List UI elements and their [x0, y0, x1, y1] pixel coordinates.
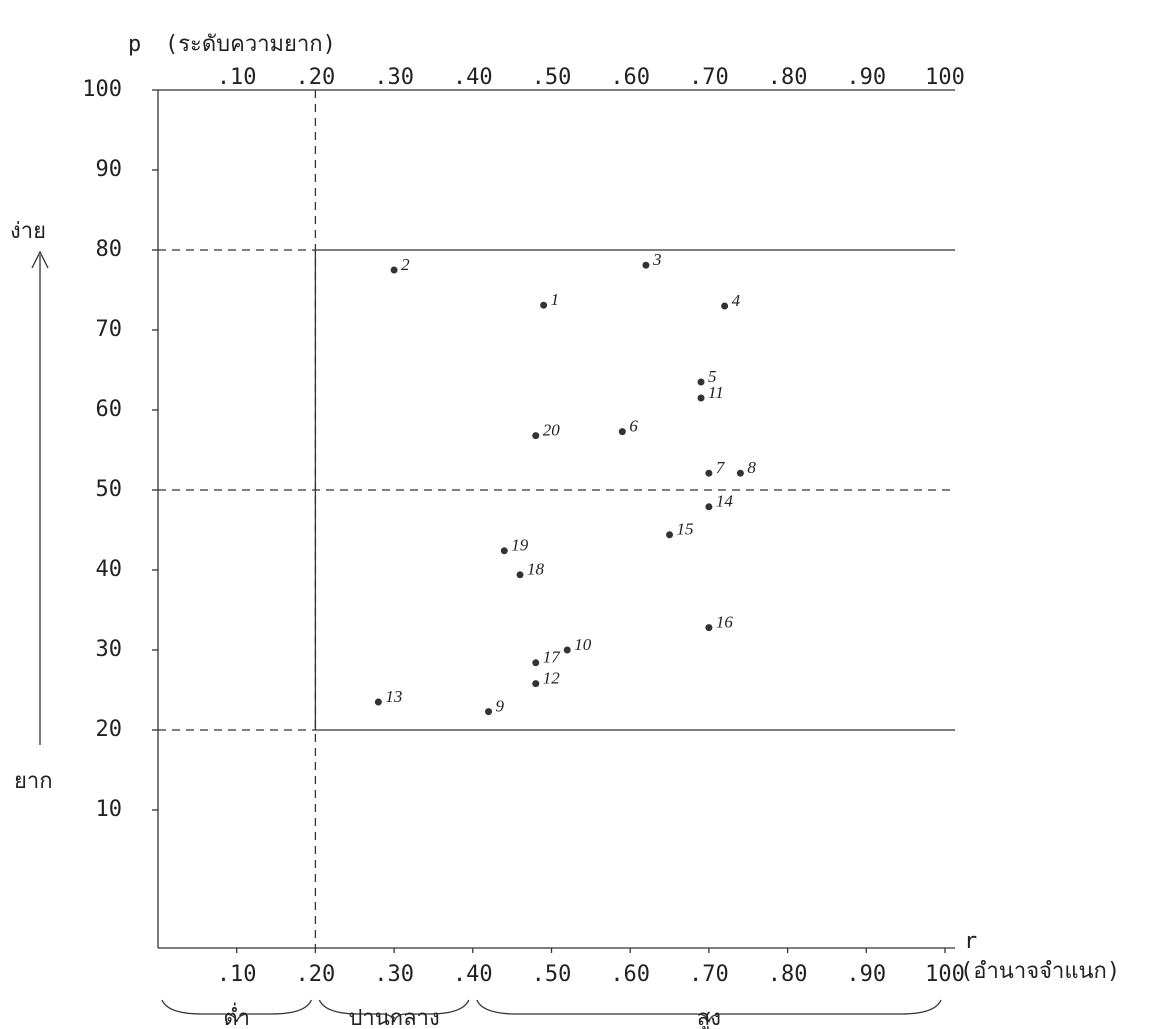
- x-tick-label-bottom: .90: [846, 962, 886, 987]
- point: [485, 708, 492, 715]
- x-tick-label-bottom: .70: [689, 962, 729, 987]
- x-tick-label-bottom: 100: [925, 962, 965, 987]
- x-tick-label-top: .20: [296, 65, 336, 90]
- x-tick-label-bottom: .20: [296, 962, 336, 987]
- point-label: 1: [551, 290, 560, 309]
- point-label: 12: [543, 669, 561, 688]
- point-label: 2: [401, 255, 410, 274]
- point-label: 17: [543, 648, 562, 667]
- point-label: 8: [747, 458, 756, 477]
- point-label: 15: [677, 520, 694, 539]
- x-label: (อำนาจจำแนก): [960, 959, 1120, 984]
- point: [666, 531, 673, 538]
- group-label: ต่ำ: [223, 1002, 250, 1029]
- point-label: 11: [708, 383, 724, 402]
- x-tick-label-bottom: .80: [768, 962, 808, 987]
- point-label: 19: [511, 536, 529, 555]
- y-tick-label: 50: [96, 477, 123, 502]
- x-tick-label-top: .90: [846, 65, 886, 90]
- y-tick-label: 40: [96, 557, 123, 582]
- point: [501, 547, 508, 554]
- y-tick-label: 60: [96, 397, 123, 422]
- point: [540, 302, 547, 309]
- point: [532, 659, 539, 666]
- point: [391, 267, 398, 274]
- y-tick-label: 10: [96, 797, 123, 822]
- y-symbol: p: [128, 32, 141, 57]
- point: [698, 379, 705, 386]
- chart: p (ระดับความยาก) r (อำนาจจำแนก) ง่าย ยาก…: [0, 0, 1175, 1029]
- x-tick-label-bottom: .10: [217, 962, 257, 987]
- point: [705, 624, 712, 631]
- bottom-note: ยาก: [14, 769, 53, 794]
- point-label: 10: [574, 635, 592, 654]
- point: [642, 262, 649, 269]
- point-label: 7: [716, 458, 726, 477]
- point-label: 9: [496, 697, 505, 716]
- x-tick-label-top: .40: [453, 65, 493, 90]
- point: [375, 699, 382, 706]
- y-tick-label: 20: [96, 717, 123, 742]
- x-tick-label-top: .50: [532, 65, 572, 90]
- x-tick-label-top: .10: [217, 65, 257, 90]
- point: [532, 432, 539, 439]
- x-symbol: r: [964, 929, 977, 954]
- y-label: (ระดับความยาก): [165, 32, 336, 57]
- y-tick-label: 100: [82, 77, 122, 102]
- y-tick-label: 90: [96, 157, 123, 182]
- point: [564, 647, 571, 654]
- x-tick-label-bottom: .50: [532, 962, 572, 987]
- x-tick-label-bottom: .30: [374, 962, 414, 987]
- point: [705, 503, 712, 510]
- x-tick-label-bottom: .40: [453, 962, 493, 987]
- y-tick-label: 30: [96, 637, 123, 662]
- group-label: ปานกลาง: [348, 1006, 439, 1029]
- point-label: 14: [716, 492, 734, 511]
- x-tick-label-top: .30: [374, 65, 414, 90]
- point-label: 6: [629, 417, 638, 436]
- group-label: สูง: [697, 1006, 721, 1029]
- y-tick-label: 70: [96, 317, 123, 342]
- point: [517, 571, 524, 578]
- point-label: 4: [732, 291, 741, 310]
- point-label: 13: [385, 687, 402, 706]
- point: [619, 428, 626, 435]
- x-tick-label-top: 100: [925, 65, 965, 90]
- y-tick-label: 80: [96, 237, 123, 262]
- x-tick-label-top: .80: [768, 65, 808, 90]
- point: [698, 395, 705, 402]
- point: [705, 470, 712, 477]
- point-label: 18: [527, 560, 545, 579]
- top-note: ง่าย: [10, 219, 46, 244]
- point: [721, 303, 728, 310]
- x-tick-label-top: .60: [610, 65, 650, 90]
- point: [532, 680, 539, 687]
- x-tick-label-top: .70: [689, 65, 729, 90]
- point: [737, 470, 744, 477]
- x-tick-label-bottom: .60: [610, 962, 650, 987]
- point-label: 3: [652, 250, 662, 269]
- point-label: 16: [716, 613, 734, 632]
- point-label: 20: [543, 421, 561, 440]
